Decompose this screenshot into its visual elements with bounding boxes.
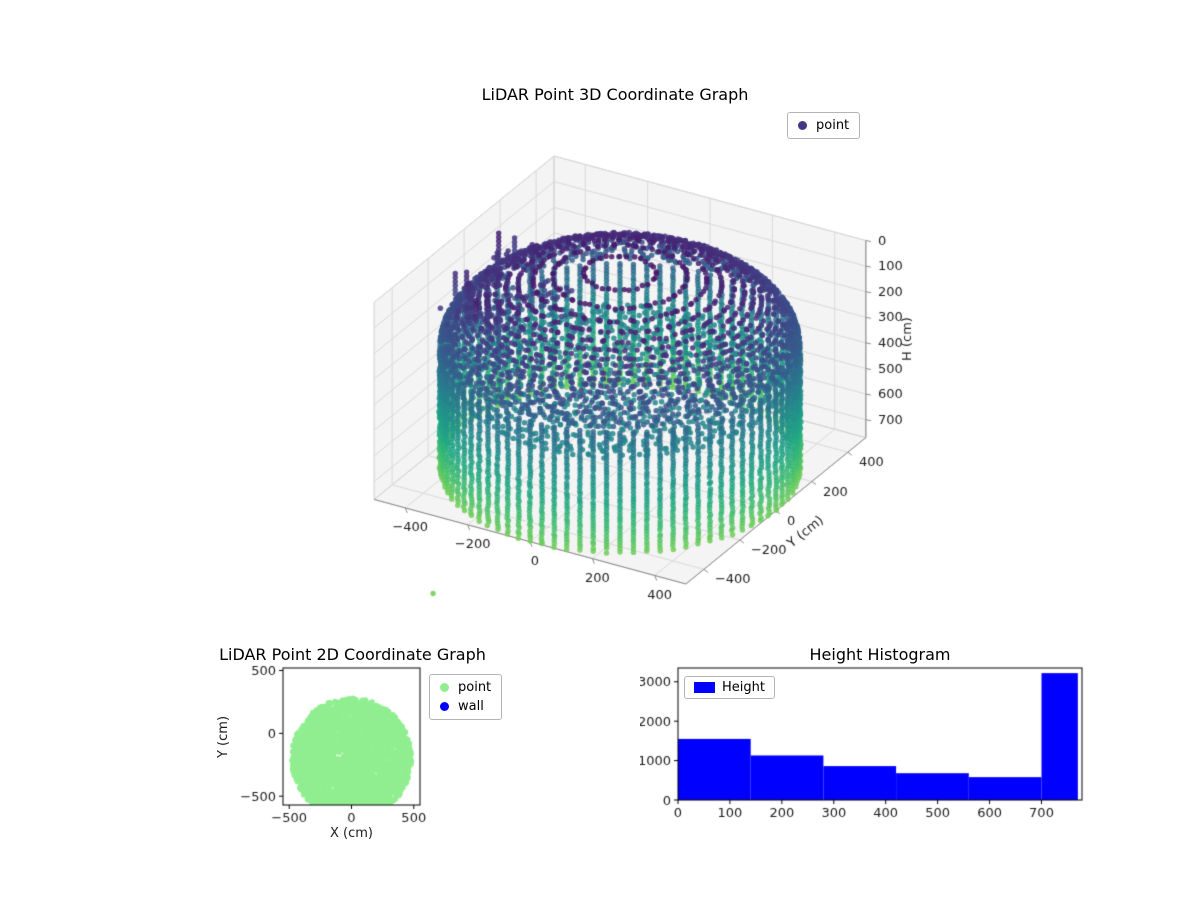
plot2d-ylabel: Y (cm): [216, 715, 231, 759]
plot2d-xlabel: X (cm): [330, 826, 373, 841]
plot3d-title: LiDAR Point 3D Coordinate Graph: [481, 85, 749, 104]
plot2d-legend-point-label: point: [458, 680, 492, 695]
plot2d-legend-wall-label: wall: [458, 699, 484, 714]
plot3d-legend-label: point: [816, 118, 850, 133]
height-swatch-icon: [694, 682, 715, 693]
plot2d-legend: point wall: [429, 674, 503, 720]
plot3d-canvas: [270, 100, 930, 640]
legend-row-point: point: [440, 680, 491, 695]
histogram-legend-label: Height: [722, 680, 765, 695]
legend-row-wall: wall: [440, 699, 491, 714]
point-marker-icon: [440, 683, 449, 692]
histogram-legend: Height: [684, 676, 775, 699]
plot3d-legend: point: [787, 112, 861, 139]
point-marker-icon: [798, 121, 807, 130]
wall-marker-icon: [440, 702, 449, 711]
